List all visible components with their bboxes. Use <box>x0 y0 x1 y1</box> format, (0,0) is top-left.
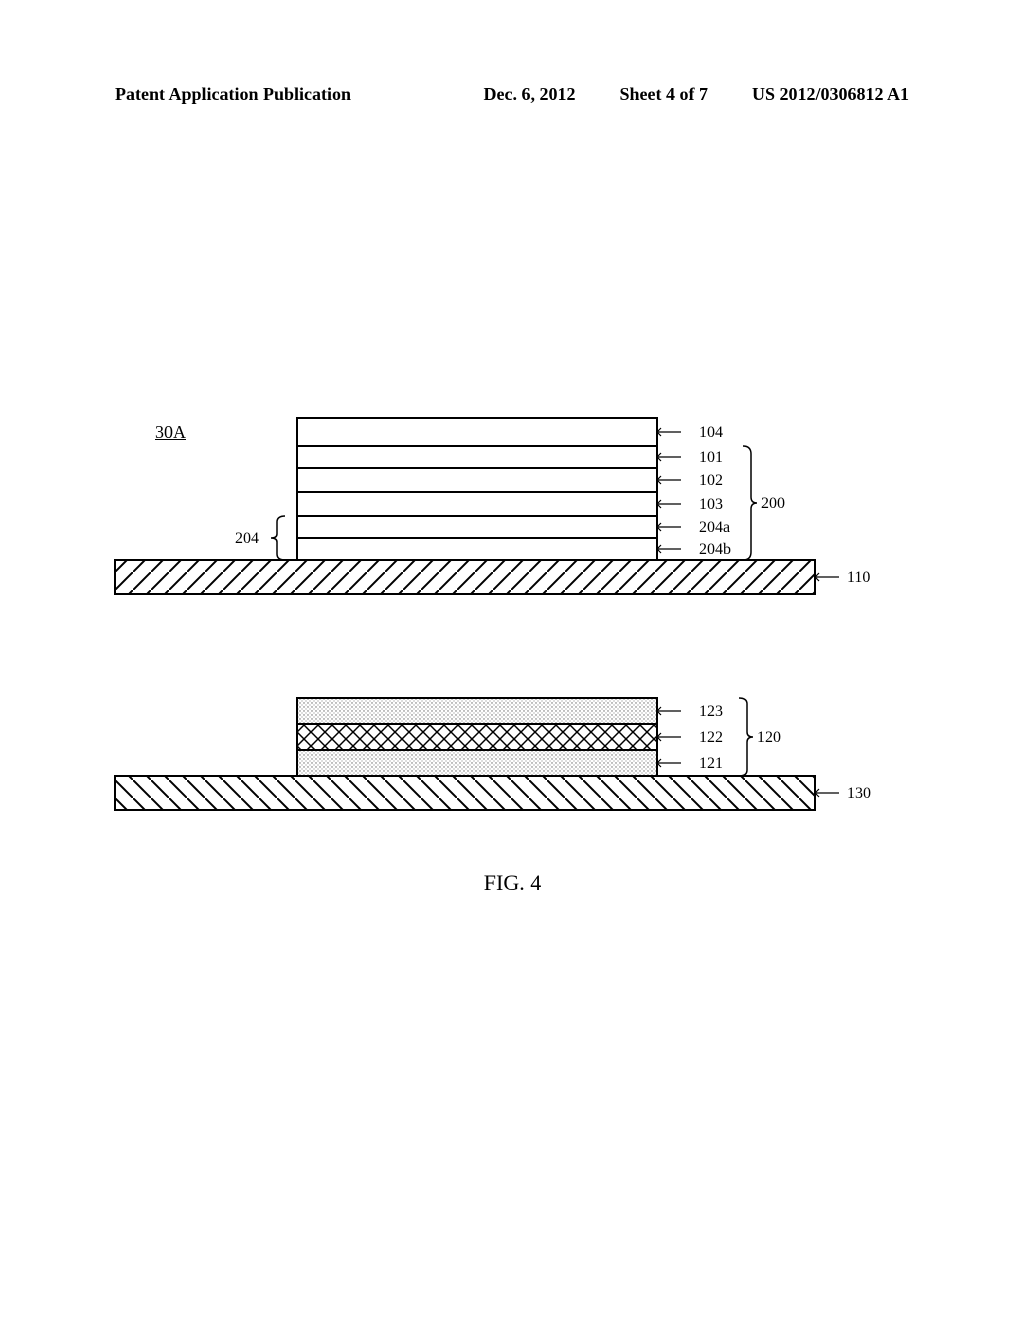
layer-104 <box>297 418 657 446</box>
bottom-stack-svg: 123 122 121 130 120 <box>115 690 910 850</box>
label-110: 110 <box>847 569 870 586</box>
label-121: 121 <box>699 755 723 772</box>
bottom-assembly: 123 122 121 130 120 <box>115 690 910 850</box>
layer-204a <box>297 516 657 538</box>
label-130: 130 <box>847 785 871 802</box>
header-sheet: Sheet 4 of 7 <box>619 84 708 105</box>
figure-4: 30A 104101102103204a204b110 200204 <box>115 410 910 896</box>
layer-102 <box>297 468 657 492</box>
bracket-200: 200 <box>761 495 785 512</box>
layer-121 <box>297 750 657 776</box>
header-left: Patent Application Publication <box>115 84 351 105</box>
header-docnum: US 2012/0306812 A1 <box>752 84 909 105</box>
label-204b: 204b <box>699 541 731 558</box>
label-104: 104 <box>699 424 723 441</box>
layer-122 <box>297 724 657 750</box>
label-103: 103 <box>699 496 723 513</box>
top-assembly: 30A 104101102103204a204b110 200204 <box>115 410 910 620</box>
bracket-204: 204 <box>235 530 259 547</box>
layer-103 <box>297 492 657 516</box>
label-102: 102 <box>699 472 723 489</box>
layer-204b <box>297 538 657 560</box>
figure-caption: FIG. 4 <box>115 870 910 896</box>
layer-101 <box>297 446 657 468</box>
label-204a: 204a <box>699 519 730 536</box>
label-123: 123 <box>699 703 723 720</box>
bracket-120: 120 <box>757 729 781 746</box>
top-stack-svg: 104 101 102 103 204a 204b 110 200 204 <box>115 410 910 620</box>
substrate-130 <box>115 776 815 810</box>
label-101: 101 <box>699 449 723 466</box>
substrate-110 <box>115 560 815 594</box>
page-header: Patent Application Publication Dec. 6, 2… <box>0 84 1024 105</box>
header-date: Dec. 6, 2012 <box>483 84 575 105</box>
layer-123 <box>297 698 657 724</box>
label-122: 122 <box>699 729 723 746</box>
